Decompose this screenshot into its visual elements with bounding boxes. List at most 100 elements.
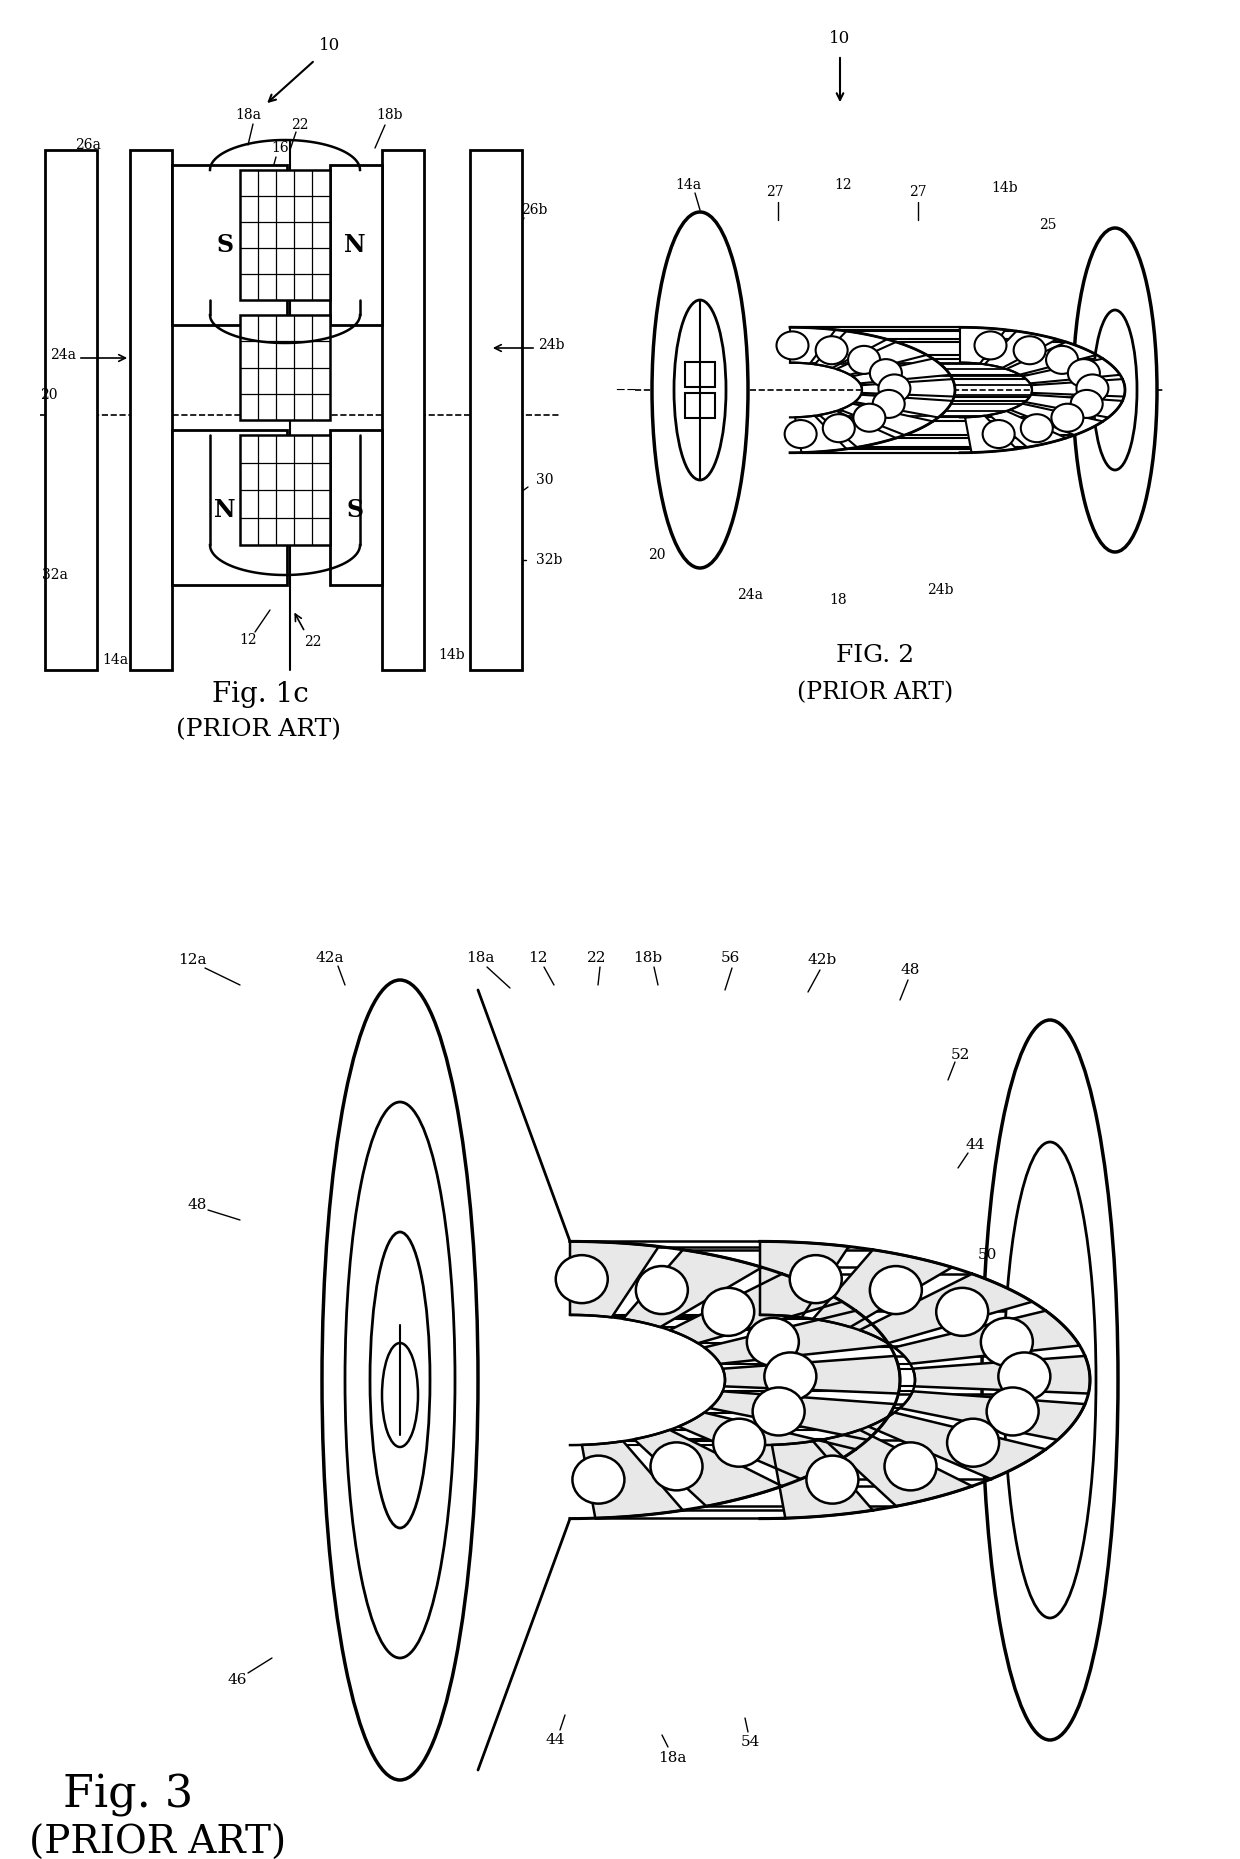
Bar — [470, 151, 522, 669]
Polygon shape — [868, 1413, 1045, 1480]
Ellipse shape — [785, 420, 817, 448]
Ellipse shape — [1070, 390, 1102, 418]
Text: 22: 22 — [588, 952, 606, 965]
Ellipse shape — [776, 331, 808, 359]
Ellipse shape — [1052, 403, 1084, 431]
Ellipse shape — [878, 374, 910, 402]
Polygon shape — [709, 1391, 895, 1441]
Ellipse shape — [556, 1255, 608, 1303]
Text: 52: 52 — [950, 1048, 970, 1061]
Text: 20: 20 — [649, 548, 666, 561]
Bar — [241, 169, 330, 299]
Text: 18: 18 — [830, 593, 847, 608]
Text: 48: 48 — [187, 1197, 207, 1212]
Text: 56: 56 — [720, 952, 740, 965]
Text: S: S — [346, 498, 363, 522]
Text: 46: 46 — [227, 1673, 247, 1686]
Text: Fig. 1c: Fig. 1c — [212, 682, 309, 708]
Polygon shape — [815, 331, 887, 368]
Text: 14b: 14b — [992, 180, 1018, 195]
Polygon shape — [678, 1413, 856, 1480]
Ellipse shape — [987, 1387, 1039, 1435]
Text: (PRIOR ART): (PRIOR ART) — [797, 682, 954, 705]
Polygon shape — [582, 1441, 683, 1519]
Ellipse shape — [1092, 310, 1137, 470]
Text: 42b: 42b — [807, 954, 837, 967]
Text: 18b: 18b — [634, 952, 662, 965]
Text: 18b: 18b — [377, 108, 403, 123]
Polygon shape — [985, 331, 1056, 368]
Polygon shape — [670, 1273, 842, 1344]
Text: 42a: 42a — [316, 952, 345, 965]
Polygon shape — [836, 342, 926, 376]
Ellipse shape — [1004, 1141, 1096, 1617]
Text: 54: 54 — [740, 1734, 760, 1749]
Text: 12: 12 — [239, 634, 257, 647]
Ellipse shape — [816, 336, 848, 364]
Polygon shape — [771, 1441, 873, 1519]
Text: 27: 27 — [909, 186, 926, 199]
Text: S: S — [217, 232, 233, 257]
Ellipse shape — [936, 1288, 988, 1337]
Ellipse shape — [947, 1418, 999, 1467]
Text: 30: 30 — [536, 472, 553, 487]
Text: 18a: 18a — [236, 108, 260, 123]
Ellipse shape — [746, 1318, 799, 1366]
Polygon shape — [861, 379, 955, 396]
Bar — [172, 165, 286, 325]
Text: 26a: 26a — [76, 138, 100, 152]
Text: 24b: 24b — [926, 584, 954, 597]
Text: Fig. 3: Fig. 3 — [63, 1773, 193, 1816]
Ellipse shape — [1073, 229, 1157, 552]
Bar — [684, 363, 715, 387]
Bar — [241, 435, 330, 545]
Ellipse shape — [322, 980, 477, 1781]
Ellipse shape — [345, 1102, 455, 1658]
Ellipse shape — [869, 1266, 921, 1314]
Ellipse shape — [982, 420, 1014, 448]
Polygon shape — [900, 1391, 1085, 1441]
Ellipse shape — [651, 1443, 703, 1491]
Text: 24b: 24b — [538, 338, 564, 351]
Ellipse shape — [702, 1288, 754, 1337]
Text: ─ ─: ─ ─ — [616, 383, 635, 396]
Bar — [172, 429, 286, 586]
Ellipse shape — [370, 1233, 430, 1528]
Text: 10: 10 — [830, 30, 851, 46]
Polygon shape — [795, 416, 847, 452]
Text: 18a: 18a — [466, 952, 495, 965]
Text: 32a: 32a — [42, 569, 68, 582]
Bar — [130, 151, 172, 669]
Text: 12: 12 — [528, 952, 548, 965]
Ellipse shape — [975, 331, 1007, 359]
Text: 24a: 24a — [737, 587, 763, 602]
Polygon shape — [760, 1242, 848, 1318]
Ellipse shape — [848, 346, 880, 374]
Ellipse shape — [873, 390, 905, 418]
Bar — [382, 151, 424, 669]
Text: (PRIOR ART): (PRIOR ART) — [176, 718, 341, 742]
Text: 25: 25 — [1039, 218, 1056, 232]
Text: 27: 27 — [766, 186, 784, 199]
Ellipse shape — [573, 1456, 625, 1504]
Polygon shape — [1030, 379, 1125, 396]
Polygon shape — [990, 411, 1066, 448]
Polygon shape — [1011, 403, 1102, 435]
Text: 32b: 32b — [536, 552, 563, 567]
Ellipse shape — [998, 1353, 1050, 1400]
Ellipse shape — [870, 359, 901, 387]
Ellipse shape — [1021, 415, 1053, 442]
Polygon shape — [894, 1311, 1080, 1365]
Text: 22: 22 — [304, 636, 321, 649]
Bar — [330, 165, 382, 325]
Ellipse shape — [981, 1318, 1033, 1366]
Ellipse shape — [1047, 346, 1078, 374]
Text: N: N — [345, 232, 366, 257]
Ellipse shape — [1068, 359, 1100, 387]
Text: 50: 50 — [977, 1247, 997, 1262]
Polygon shape — [852, 359, 950, 383]
Text: 22: 22 — [291, 117, 309, 132]
Text: 48: 48 — [900, 963, 920, 978]
Polygon shape — [704, 1311, 889, 1365]
Bar — [241, 314, 330, 420]
